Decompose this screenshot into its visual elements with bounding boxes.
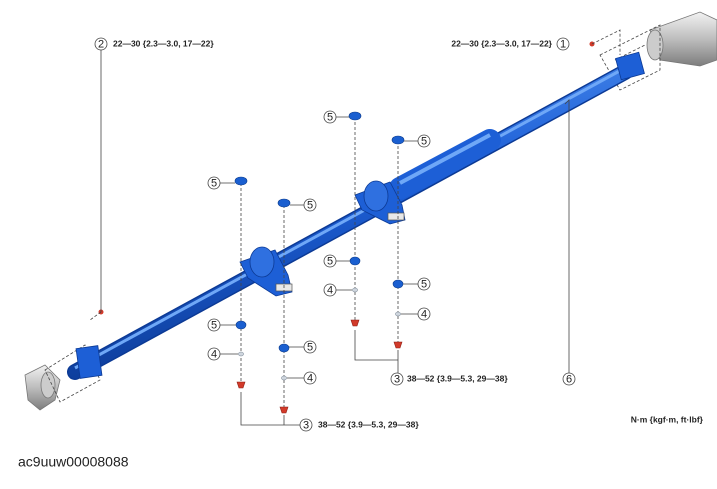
torque-spec: 22—30 {2.3—3.0, 17—22} (113, 38, 214, 48)
unit-note: N·m {kgf·m, ft·lbf} (631, 414, 704, 424)
torque-spec: 22—30 {2.3—3.0, 17—22} (451, 38, 552, 48)
callout-number: 5 (211, 319, 217, 331)
rear-flange (646, 11, 717, 67)
callout: 5 (417, 134, 431, 147)
callout: 5 (207, 318, 221, 331)
callout: 5 (207, 176, 221, 189)
callout: 3 38—52 {3.9—5.3, 29—38} (390, 372, 508, 385)
callout-number: 3 (303, 419, 309, 431)
callout: 6 (562, 372, 576, 385)
propeller-shaft (67, 51, 645, 380)
callout-number: 2 (98, 38, 104, 50)
mounting-hardware (89, 29, 621, 414)
callout: 2 22—30 {2.3—3.0, 17—22} (94, 37, 214, 50)
callout: 4 (207, 347, 221, 360)
front-flange (24, 364, 61, 411)
callout-number: 5 (327, 255, 333, 267)
torque-spec: 38—52 {3.9—5.3, 29—38} (407, 373, 508, 383)
callout-number: 5 (421, 278, 427, 290)
callout-number: 4 (421, 308, 427, 320)
callout: 5 (417, 277, 431, 290)
callout-number: 4 (211, 348, 217, 360)
callout-number: 5 (211, 177, 217, 189)
callout-number: 5 (307, 341, 313, 353)
callout: 5 (303, 340, 317, 353)
alignment-guide (44, 344, 101, 403)
callout-number: 5 (327, 111, 333, 123)
callout: 5 (303, 198, 317, 211)
callout: 4 (303, 371, 317, 384)
leader-lines (100, 50, 570, 426)
figure-code: ac9uuw00008088 (18, 454, 129, 470)
callout-number: 4 (307, 372, 313, 384)
callout: 5 (323, 110, 337, 123)
callout-number: 6 (566, 373, 572, 385)
callout-number: 3 (394, 373, 400, 385)
callout: 5 (323, 254, 337, 267)
callout: 3 38—52 {3.9—5.3, 29—38} (299, 418, 419, 431)
callout-number: 4 (327, 284, 333, 296)
callout-number: 5 (421, 135, 427, 147)
callout: 4 (323, 283, 337, 296)
callout: 1 22—30 {2.3—3.0, 17—22} (451, 37, 570, 50)
callout-number: 5 (307, 199, 313, 211)
callout: 4 (417, 307, 431, 320)
callout-number: 1 (560, 38, 566, 50)
torque-spec: 38—52 {3.9—5.3, 29—38} (318, 419, 419, 429)
center-bearing (354, 180, 406, 225)
